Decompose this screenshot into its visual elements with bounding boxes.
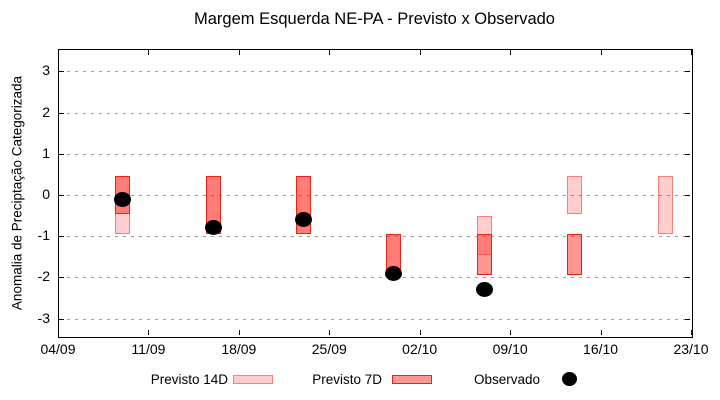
observado-point (114, 191, 132, 207)
previsto-14d-bar (657, 176, 673, 235)
x-tick-label: 02/10 (402, 341, 438, 357)
plot-frame (58, 49, 693, 338)
x-tick-mark (238, 330, 240, 335)
x-tick-label: 25/09 (311, 341, 347, 357)
observado-point (204, 220, 222, 236)
y-tick-mark (59, 71, 64, 73)
legend-label-previsto-7d: Previsto 7D (312, 372, 382, 387)
y-tick-label: 0 (42, 186, 50, 202)
previsto-7d-bar (567, 234, 583, 276)
x-tick-mark (510, 50, 512, 55)
x-tick-mark (148, 50, 150, 55)
observado-point (475, 282, 493, 298)
y-tick-label: -2 (37, 268, 50, 285)
y-tick-label: -1 (37, 227, 50, 244)
observado-point (385, 265, 403, 281)
y-tick-mark (59, 277, 64, 279)
legend-marker-observado (562, 372, 577, 386)
y-tick-mark (685, 277, 690, 279)
y-tick-mark (685, 71, 690, 73)
previsto-14d-bar (567, 176, 583, 214)
x-tick-label: 23/10 (673, 341, 709, 357)
gridline (59, 318, 690, 320)
x-tick-mark (510, 330, 512, 335)
y-tick-label: 1 (42, 144, 50, 161)
y-tick-mark (59, 236, 64, 238)
legend-label-observado: Observado (473, 372, 540, 387)
gridline (59, 71, 690, 73)
x-tick-mark (329, 330, 331, 335)
y-tick-label: 3 (42, 62, 50, 79)
x-tick-mark (600, 50, 602, 55)
gridline (59, 236, 690, 238)
y-tick-mark (685, 153, 690, 155)
x-tick-label: 11/09 (131, 341, 166, 357)
legend-swatch-previsto-14d (233, 375, 273, 384)
gridline (59, 112, 690, 114)
x-tick-label: 04/09 (40, 341, 76, 357)
y-tick-mark (59, 195, 64, 196)
x-tick-mark (329, 50, 331, 55)
y-tick-mark (685, 195, 690, 196)
gridline (59, 277, 690, 279)
y-tick-label: 2 (42, 103, 50, 120)
legend-label-previsto-14d: Previsto 14D (150, 372, 228, 387)
y-tick-mark (685, 112, 690, 114)
x-tick-label: 16/10 (583, 341, 619, 357)
x-tick-mark (600, 330, 602, 335)
x-tick-mark (691, 50, 692, 55)
y-tick-mark (685, 318, 690, 320)
x-tick-label: 18/09 (221, 341, 257, 357)
y-tick-label: -3 (37, 309, 50, 326)
legend-swatch-previsto-7d (392, 375, 432, 384)
chart-title: Margem Esquerda NE-PA - Previsto x Obser… (193, 10, 555, 28)
observado-point (294, 212, 312, 228)
x-tick-mark (691, 330, 692, 335)
y-tick-mark (685, 236, 690, 238)
x-tick-mark (419, 50, 421, 55)
x-tick-mark (419, 330, 421, 335)
y-tick-mark (59, 318, 64, 320)
previsto-7d-bar (476, 234, 492, 276)
y-tick-mark (59, 112, 64, 114)
y-tick-mark (59, 153, 64, 155)
x-tick-mark (148, 330, 150, 335)
x-tick-label: 09/10 (492, 341, 528, 357)
x-tick-mark (238, 50, 240, 55)
gridline (59, 153, 690, 155)
gridline (59, 195, 690, 196)
